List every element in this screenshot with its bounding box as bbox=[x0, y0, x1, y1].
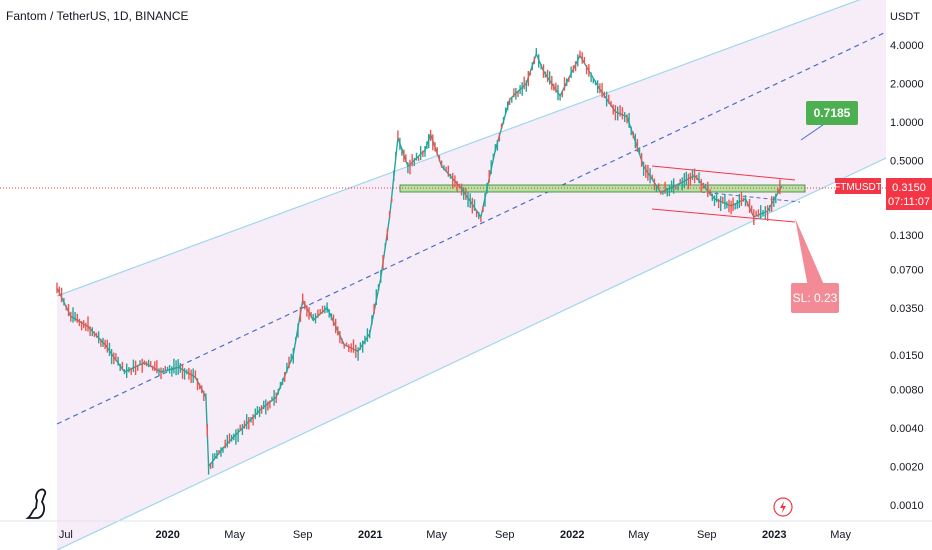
x-tick-label: May bbox=[830, 529, 851, 541]
x-tick-label: 2020 bbox=[155, 529, 179, 541]
x-tick-label: Sep bbox=[495, 529, 515, 541]
x-tick-label: Sep bbox=[697, 529, 717, 541]
y-tick-label: 4.0000 bbox=[890, 40, 924, 52]
y-tick-label: 0.0700 bbox=[890, 264, 924, 276]
x-tick-label: 2023 bbox=[762, 529, 786, 541]
sl-label: SL: 0.23 bbox=[793, 291, 838, 305]
x-tick-label: 2021 bbox=[358, 529, 382, 541]
x-tick-label: 2022 bbox=[560, 529, 584, 541]
x-tick-label: May bbox=[224, 529, 245, 541]
y-tick-label: 0.0010 bbox=[890, 500, 924, 512]
y-tick-label: 0.0350 bbox=[890, 303, 924, 315]
sl-label-box bbox=[791, 283, 839, 313]
y-tick-label: 1.0000 bbox=[890, 117, 924, 129]
x-tick-label: May bbox=[426, 529, 447, 541]
lightning-icon[interactable] bbox=[773, 497, 793, 517]
x-tick-label: May bbox=[628, 529, 649, 541]
desc-channel-upper bbox=[651, 165, 796, 181]
channel-fill bbox=[57, 0, 886, 550]
countdown: 07:11:07 bbox=[888, 196, 930, 208]
dino-logo-icon bbox=[25, 488, 47, 519]
y-tick-label: 0.1300 bbox=[890, 230, 924, 242]
y-tick-label: 2.0000 bbox=[890, 78, 924, 90]
symbol-tag-label: FTMUSDT bbox=[834, 182, 882, 193]
x-tick-label: Jul bbox=[59, 529, 73, 541]
target-label: 0.7185 bbox=[814, 106, 851, 120]
desc-channel-lower bbox=[651, 208, 796, 223]
last-price-value: 0.3150 bbox=[892, 182, 926, 194]
y-tick-label: 0.0080 bbox=[890, 385, 924, 397]
y-tick-label: 0.0040 bbox=[890, 423, 924, 435]
x-tick-label: Sep bbox=[293, 529, 313, 541]
axis-currency: USDT bbox=[890, 11, 920, 23]
y-tick-label: 0.0020 bbox=[890, 462, 924, 474]
last-price-tag bbox=[886, 178, 932, 210]
target-label-box bbox=[806, 101, 858, 125]
channel-upper-line bbox=[56, 0, 861, 297]
symbol-tag bbox=[835, 178, 881, 194]
channel-lower-line bbox=[56, 157, 887, 550]
chart-title: Fantom / TetherUS, 1D, BINANCE bbox=[6, 9, 189, 23]
sl-pointer bbox=[795, 218, 825, 287]
y-tick-label: 0.5000 bbox=[890, 155, 924, 167]
y-tick-label: 0.0150 bbox=[890, 350, 924, 362]
